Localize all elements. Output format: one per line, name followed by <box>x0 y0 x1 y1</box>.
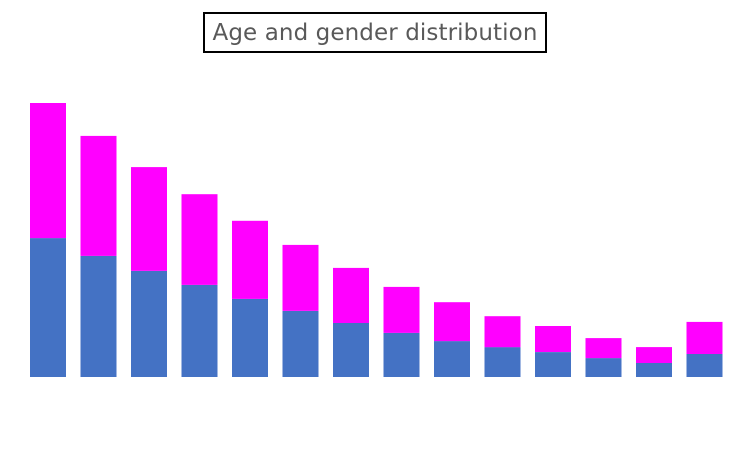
bar-series-2-4 <box>181 194 218 285</box>
bar-series-1-8 <box>383 332 420 377</box>
bar-series-1-11 <box>535 352 571 377</box>
bar-series-2-10 <box>484 316 521 348</box>
bar-series-1-9 <box>434 341 470 377</box>
chart-title-box: Age and gender distribution <box>203 12 547 53</box>
bar-series-2-13 <box>636 347 672 363</box>
bar-series-1-6 <box>282 311 319 377</box>
bar-series-1-10 <box>484 347 521 377</box>
bar-series-2-1 <box>30 103 66 239</box>
bar-series-1-3 <box>131 271 167 377</box>
bar-series-1-13 <box>636 363 672 377</box>
bar-series-1-5 <box>232 298 268 377</box>
bar-series-2-8 <box>383 286 420 333</box>
bar-series-1-7 <box>333 323 369 377</box>
bar-series-1-2 <box>80 255 117 377</box>
bar-series-2-5 <box>232 220 268 299</box>
bar-series-2-14 <box>686 321 723 354</box>
bar-series-1-1 <box>30 238 66 377</box>
bar-series-2-2 <box>80 135 117 256</box>
bar-series-1-4 <box>181 284 218 377</box>
bar-series-2-6 <box>282 244 319 311</box>
bar-series-1-14 <box>686 354 723 377</box>
bar-series-1-12 <box>585 358 622 377</box>
chart-title: Age and gender distribution <box>212 19 538 46</box>
bar-series-2-3 <box>131 167 167 271</box>
bar-series-2-11 <box>535 326 571 352</box>
bar-series-2-7 <box>333 267 369 323</box>
bar-series-2-12 <box>585 338 622 359</box>
bar-series-2-9 <box>434 302 470 342</box>
